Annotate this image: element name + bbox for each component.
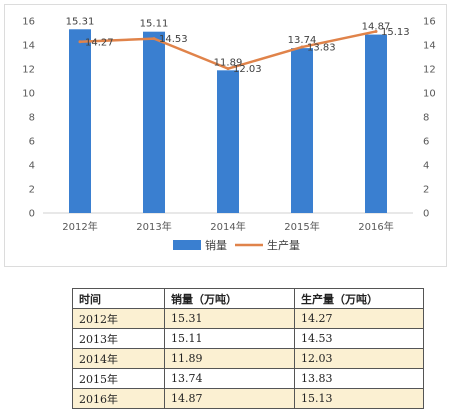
legend-label-production: 生产量 [267, 238, 300, 252]
bar [365, 34, 387, 213]
y2-tick-label: 4 [423, 161, 429, 172]
x-tick-label: 2013年 [136, 220, 171, 233]
table-row: 2013年 15.11 14.53 [72, 328, 424, 349]
bar [217, 70, 239, 213]
line-data-label: 14.27 [85, 37, 114, 48]
y2-tick-label: 10 [423, 89, 436, 100]
table-row: 2015年 13.74 13.83 [72, 368, 424, 389]
cell-production: 12.03 [294, 348, 424, 369]
y2-tick-label: 14 [423, 41, 436, 52]
table-row: 2014年 11.89 12.03 [72, 348, 424, 369]
cell-time: 2012年 [72, 308, 165, 329]
data-table: 时间 销量（万吨） 生产量（万吨） 2012年 15.31 14.27 2013… [72, 288, 424, 409]
cell-time: 2014年 [72, 348, 165, 369]
cell-production: 15.13 [294, 388, 424, 409]
line-point [152, 37, 156, 41]
cell-sales: 11.89 [164, 348, 295, 369]
y2-tick-label: 12 [423, 65, 436, 76]
bar [143, 31, 165, 214]
y2-tick-label: 2 [423, 185, 429, 196]
cell-time: 2015年 [72, 368, 165, 389]
y2-tick-label: 8 [423, 113, 429, 124]
cell-sales: 15.11 [164, 328, 295, 349]
header-production: 生产量（万吨） [294, 288, 424, 309]
line-point [374, 29, 378, 33]
bar-data-label: 11.89 [214, 57, 243, 68]
cell-production: 13.83 [294, 368, 424, 389]
line-data-label: 15.13 [381, 27, 410, 38]
line-point [300, 45, 304, 49]
header-time: 时间 [72, 288, 165, 309]
bar-data-label: 15.11 [140, 19, 169, 30]
y-tick-label: 6 [29, 137, 35, 148]
bar-data-label: 13.74 [288, 35, 317, 46]
cell-production: 14.53 [294, 328, 424, 349]
line-data-label: 13.83 [307, 43, 336, 54]
bar [69, 29, 91, 214]
cell-sales: 14.87 [164, 388, 295, 409]
cell-sales: 13.74 [164, 368, 295, 389]
bar-data-label: 15.31 [66, 16, 95, 27]
table-row: 2016年 14.87 15.13 [72, 388, 424, 409]
y2-tick-label: 0 [423, 209, 429, 220]
cell-production: 14.27 [294, 308, 424, 329]
cell-time: 2013年 [72, 328, 165, 349]
y-tick-label: 4 [29, 161, 35, 172]
x-tick-label: 2016年 [358, 220, 393, 233]
cell-sales: 15.31 [164, 308, 295, 329]
y-tick-label: 16 [22, 17, 35, 28]
y-tick-label: 14 [22, 41, 35, 52]
header-sales: 销量（万吨） [164, 288, 295, 309]
x-tick-label: 2014年 [210, 220, 245, 233]
y-tick-label: 10 [22, 89, 35, 100]
x-tick-label: 2012年 [62, 220, 97, 233]
y-tick-label: 2 [29, 185, 35, 196]
bar-data-label: 14.87 [362, 22, 391, 33]
line-point [78, 40, 82, 44]
table-header-row: 时间 销量（万吨） 生产量（万吨） [72, 288, 424, 309]
legend-swatch-sales [173, 240, 201, 250]
y-tick-label: 12 [22, 65, 35, 76]
table-row: 2012年 15.31 14.27 [72, 308, 424, 329]
chart-card: 0 2 4 6 8 10 12 14 16 0 2 4 6 8 10 12 14 16 2012年 2013年 2014… [4, 4, 447, 267]
line-data-label: 14.53 [159, 34, 188, 45]
bar [291, 48, 313, 214]
y2-tick-label: 16 [423, 17, 436, 28]
cell-time: 2016年 [72, 388, 165, 409]
x-tick-label: 2015年 [284, 220, 319, 233]
y-tick-label: 8 [29, 113, 35, 124]
y2-tick-label: 6 [423, 137, 429, 148]
y-tick-label: 0 [29, 209, 35, 220]
line-data-label: 12.03 [233, 64, 262, 75]
legend-label-sales: 销量 [205, 238, 227, 252]
line-point [226, 67, 230, 71]
combo-chart: 0 2 4 6 8 10 12 14 16 0 2 4 6 8 10 12 14 16 2012年 2013年 2014… [22, 16, 436, 252]
